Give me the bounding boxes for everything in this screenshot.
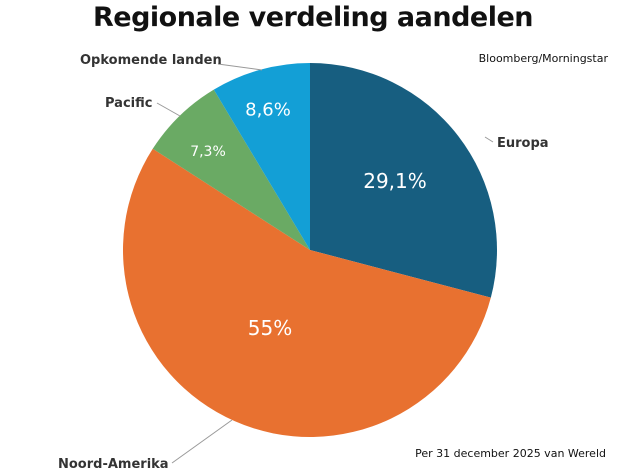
source-note: Bloomberg/Morningstar [478,52,608,65]
pie-slice-opkomende-landen [213,63,310,250]
pie-slice-noord-amerika [123,148,491,437]
leader-line [217,63,263,71]
category-label: Opkomende landen [80,53,222,68]
category-label: Europa [497,136,549,151]
chart-title: Regionale verdeling aandelen [92,2,534,33]
leader-line [156,102,181,117]
data-label: 8,6% [245,99,291,120]
data-label: 29,1% [363,169,427,193]
leader-line [171,419,233,464]
category-label: Pacific [105,96,152,111]
footnote: Per 31 december 2025 van Wereld [415,447,606,460]
category-label: Noord-Amerika [58,457,169,472]
pie-slice-europa [310,63,497,298]
data-label: 55% [248,316,292,340]
data-label: 7,3% [190,144,226,160]
pie-slice-pacific [152,89,310,250]
leader-line [484,136,494,143]
